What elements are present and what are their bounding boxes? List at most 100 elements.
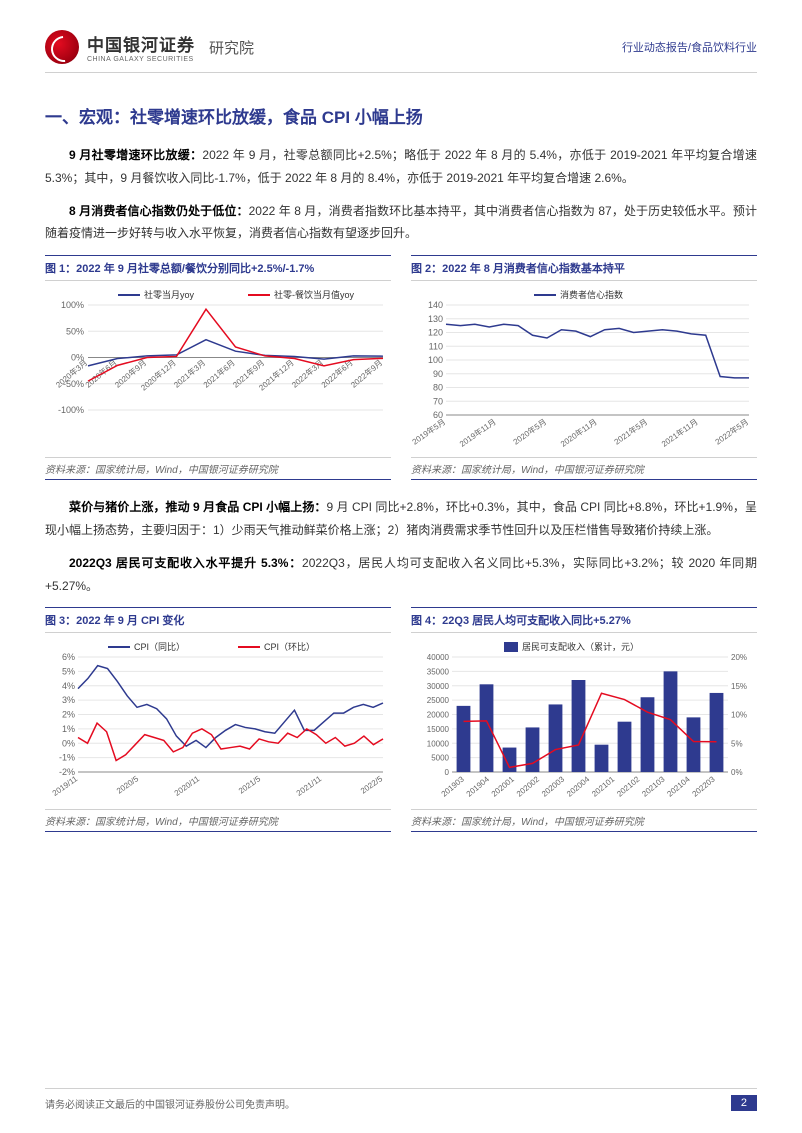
svg-text:居民可支配收入（累计，元）: 居民可支配收入（累计，元） — [522, 641, 639, 652]
svg-text:20000: 20000 — [427, 711, 450, 720]
svg-text:-1%: -1% — [59, 753, 75, 763]
svg-text:201904: 201904 — [465, 775, 492, 799]
svg-text:201903: 201903 — [440, 775, 467, 799]
paragraph-cpi: 菜价与猪价上涨，推动 9 月食品 CPI 小幅上扬：9 月 CPI 同比+2.8… — [45, 496, 757, 542]
paragraph-retail-lead: 9 月社零增速环比放缓： — [69, 148, 202, 162]
svg-text:社零当月yoy: 社零当月yoy — [144, 289, 195, 300]
paragraph-confidence-lead: 8 月消费者信心指数仍处于低位： — [69, 204, 249, 218]
svg-text:3%: 3% — [62, 696, 75, 706]
svg-text:25000: 25000 — [427, 697, 450, 706]
svg-text:15%: 15% — [731, 682, 747, 691]
chart3-title: 图 3：2022 年 9 月 CPI 变化 — [45, 607, 391, 633]
svg-text:10000: 10000 — [427, 740, 450, 749]
svg-text:2022年9月: 2022年9月 — [349, 358, 385, 390]
svg-text:0: 0 — [445, 768, 450, 777]
svg-text:140: 140 — [428, 300, 443, 310]
svg-text:35000: 35000 — [427, 668, 450, 677]
svg-text:40000: 40000 — [427, 653, 450, 662]
svg-text:社零-餐饮当月值yoy: 社零-餐饮当月值yoy — [274, 289, 355, 300]
svg-text:1%: 1% — [62, 724, 75, 734]
svg-text:2022年6月: 2022年6月 — [319, 358, 355, 390]
svg-text:2021/5: 2021/5 — [237, 774, 263, 796]
svg-text:0%: 0% — [731, 768, 743, 777]
svg-text:2020年5月: 2020年5月 — [511, 417, 548, 447]
page-header: 中国银河证券 CHINA GALAXY SECURITIES 研究院 行业动态报… — [45, 30, 757, 73]
svg-text:202104: 202104 — [665, 775, 692, 799]
chart2-source: 资料来源：国家统计局，Wind，中国银河证券研究院 — [411, 457, 757, 480]
chart3-area: CPI（同比）CPI（环比）-2%-1%0%1%2%3%4%5%6%2019/1… — [45, 637, 391, 807]
svg-text:120: 120 — [428, 328, 443, 338]
svg-text:100: 100 — [428, 355, 443, 365]
chart1-source: 资料来源：国家统计局，Wind，中国银河证券研究院 — [45, 457, 391, 480]
svg-text:202203: 202203 — [690, 775, 717, 799]
svg-text:5%: 5% — [62, 667, 75, 677]
paragraph-cpi-lead: 菜价与猪价上涨，推动 9 月食品 CPI 小幅上扬： — [69, 500, 326, 514]
chart4-block: 图 4：22Q3 居民人均可支配收入同比+5.27% 居民可支配收入（累计，元）… — [411, 607, 757, 832]
svg-text:5000: 5000 — [431, 754, 449, 763]
svg-text:202002: 202002 — [515, 775, 542, 799]
paragraph-confidence: 8 月消费者信心指数仍处于低位：2022 年 8 月，消费者指数环比基本持平，其… — [45, 200, 757, 246]
svg-text:202004: 202004 — [565, 775, 592, 799]
svg-text:2019年5月: 2019年5月 — [411, 417, 447, 447]
svg-text:2021年6月: 2021年6月 — [201, 358, 237, 390]
logo-suffix: 研究院 — [209, 37, 254, 58]
chart1-area: 社零当月yoy社零-餐饮当月值yoy-100%-50%0%50%100%2020… — [45, 285, 391, 455]
svg-text:15000: 15000 — [427, 725, 450, 734]
svg-text:80: 80 — [433, 383, 443, 393]
svg-text:70: 70 — [433, 396, 443, 406]
svg-text:2022/5: 2022/5 — [359, 774, 385, 796]
paragraph-income-lead: 2022Q3 居民可支配收入水平提升 5.3%： — [69, 556, 302, 570]
svg-text:2020/11: 2020/11 — [173, 774, 202, 798]
chart1-title: 图 1：2022 年 9 月社零总额/餐饮分别同比+2.5%/-1.7% — [45, 255, 391, 281]
chart4-source: 资料来源：国家统计局，Wind，中国银河证券研究院 — [411, 809, 757, 832]
svg-text:2019/11: 2019/11 — [51, 774, 80, 798]
chart4-svg: 居民可支配收入（累计，元） 0 5000 10000 15000 20000 25000 30… — [411, 637, 757, 807]
svg-text:5%: 5% — [731, 740, 743, 749]
chart1-svg: 社零当月yoy社零-餐饮当月值yoy-100%-50%0%50%100%2020… — [45, 285, 391, 455]
svg-text:30000: 30000 — [427, 682, 450, 691]
svg-text:202102: 202102 — [615, 775, 642, 799]
svg-text:100%: 100% — [61, 300, 84, 310]
svg-text:2020年11月: 2020年11月 — [558, 417, 598, 449]
chart3-svg: CPI（同比）CPI（环比）-2%-1%0%1%2%3%4%5%6%2019/1… — [45, 637, 391, 807]
svg-text:202103: 202103 — [640, 775, 667, 799]
logo-en: CHINA GALAXY SECURITIES — [87, 56, 195, 63]
svg-text:2021年11月: 2021年11月 — [659, 417, 699, 449]
svg-text:90: 90 — [433, 369, 443, 379]
chart3-block: 图 3：2022 年 9 月 CPI 变化 CPI（同比）CPI（环比）-2%-… — [45, 607, 391, 832]
chart2-area: 消费者信心指数607080901001101201301402019年5月201… — [411, 285, 757, 455]
header-classification: 行业动态报告/食品饮料行业 — [622, 39, 757, 55]
paragraph-retail: 9 月社零增速环比放缓：2022 年 9 月，社零总额同比+2.5%；略低于 2… — [45, 144, 757, 190]
chart2-svg: 消费者信心指数607080901001101201301402019年5月201… — [411, 285, 757, 455]
svg-text:130: 130 — [428, 314, 443, 324]
chart4-area: 居民可支配收入（累计，元） 0 5000 10000 15000 20000 25000 30… — [411, 637, 757, 807]
section-title: 一、宏观：社零增速环比放缓，食品 CPI 小幅上扬 — [45, 103, 757, 128]
chart1-block: 图 1：2022 年 9 月社零总额/餐饮分别同比+2.5%/-1.7% 社零当… — [45, 255, 391, 480]
svg-text:2019年11月: 2019年11月 — [457, 417, 497, 449]
svg-text:2021/11: 2021/11 — [295, 774, 324, 798]
chart3-source: 资料来源：国家统计局，Wind，中国银河证券研究院 — [45, 809, 391, 832]
svg-text:20%: 20% — [731, 653, 747, 662]
chart2-block: 图 2：2022 年 8 月消费者信心指数基本持平 消费者信心指数6070809… — [411, 255, 757, 480]
svg-text:202001: 202001 — [490, 775, 517, 799]
svg-text:2022年5月: 2022年5月 — [713, 417, 750, 447]
svg-text:2021年5月: 2021年5月 — [612, 417, 649, 447]
logo-block: 中国银河证券 CHINA GALAXY SECURITIES 研究院 — [45, 30, 254, 64]
svg-text:2021年3月: 2021年3月 — [172, 358, 208, 390]
svg-text:0%: 0% — [62, 739, 75, 749]
charts-row-1: 图 1：2022 年 9 月社零总额/餐饮分别同比+2.5%/-1.7% 社零当… — [45, 255, 757, 480]
svg-text:110: 110 — [429, 341, 443, 351]
svg-text:-100%: -100% — [58, 405, 84, 415]
svg-text:202003: 202003 — [540, 775, 567, 799]
page-number: 2 — [731, 1095, 757, 1111]
galaxy-swirl-icon — [45, 30, 79, 64]
svg-text:2020/5: 2020/5 — [115, 774, 141, 796]
logo-cn: 中国银河证券 — [87, 31, 195, 56]
svg-text:4%: 4% — [62, 681, 75, 691]
svg-text:50%: 50% — [66, 326, 84, 336]
chart4-title: 图 4：22Q3 居民人均可支配收入同比+5.27% — [411, 607, 757, 633]
paragraph-income: 2022Q3 居民可支配收入水平提升 5.3%：2022Q3，居民人均可支配收入… — [45, 552, 757, 598]
svg-text:6%: 6% — [62, 652, 75, 662]
svg-text:2%: 2% — [62, 710, 75, 720]
svg-text:消费者信心指数: 消费者信心指数 — [560, 289, 623, 300]
